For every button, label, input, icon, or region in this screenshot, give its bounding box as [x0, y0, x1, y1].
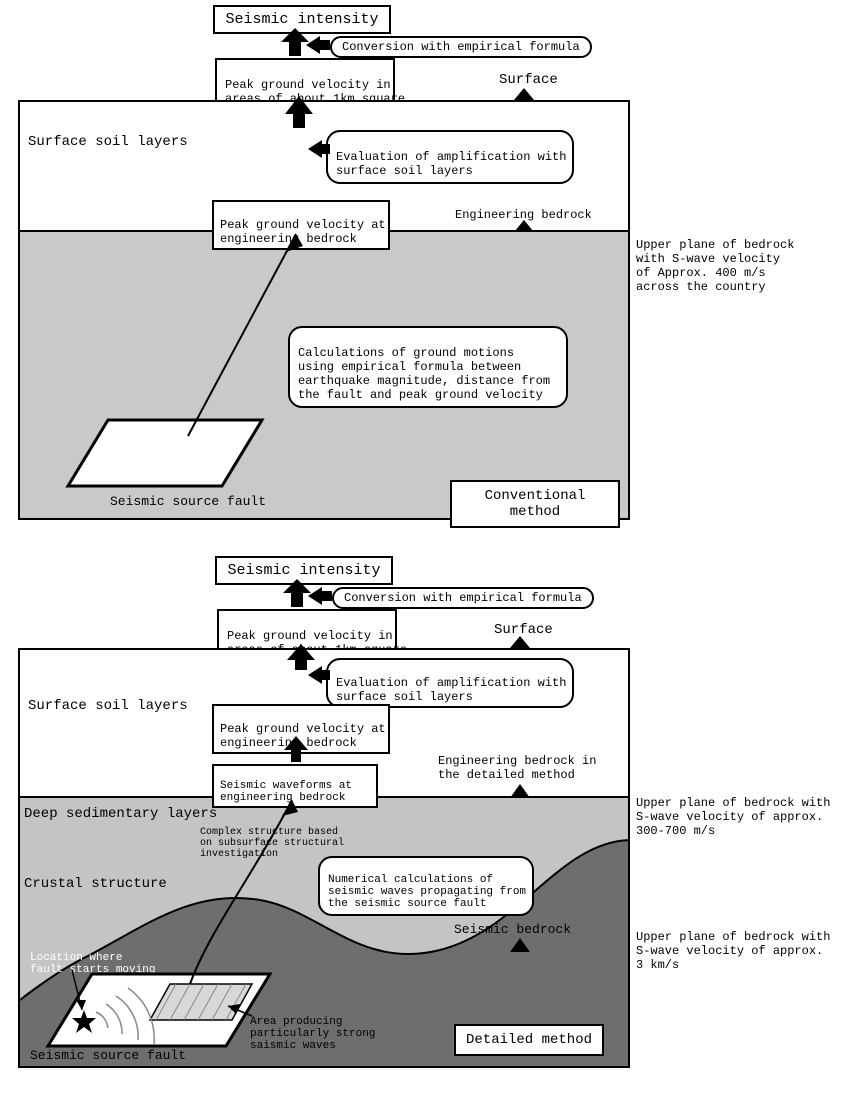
- bot-upper-plane-note-1: Upper plane of bedrock with S-wave veloc…: [636, 782, 830, 838]
- bot-fault-label: Seismic source fault: [30, 1048, 186, 1063]
- bot-complex-note: Complex structure based on subsurface st…: [200, 816, 344, 860]
- bot-amp-note: Evaluation of amplification with surface…: [326, 658, 574, 708]
- top-title-box: Seismic intensity: [213, 5, 391, 34]
- bot-engbed-label: Engineering bedrock in the detailed meth…: [438, 740, 596, 782]
- bot-soil-label: Surface soil layers: [28, 698, 188, 714]
- bot-sedimentary-label: Deep sedimentary layers: [24, 806, 217, 822]
- diagram-canvas: Seismic intensity Conversion with empiri…: [0, 0, 845, 1100]
- top-engbed-label: Engineering bedrock: [455, 208, 592, 222]
- bot-area-note: Area producing particularly strong saism…: [250, 1004, 375, 1052]
- bot-conversion-note: Conversion with empirical formula: [332, 587, 594, 609]
- top-surface-marker: [514, 88, 534, 100]
- top-soil-label: Surface soil layers: [28, 134, 188, 150]
- bot-seismic-bedrock-label: Seismic bedrock: [454, 922, 571, 937]
- top-pgv-engbed-box: Peak ground velocity at engineering bedr…: [212, 200, 390, 250]
- bot-numcalc-note: Numerical calculations of seismic waves …: [318, 856, 534, 916]
- top-arrow-left1: [306, 36, 330, 54]
- bot-waveforms-box: Seismic waveforms at engineering bedrock: [212, 764, 378, 808]
- bot-pgv-engbed-box: Peak ground velocity at engineering bedr…: [212, 704, 390, 754]
- top-calc-note: Calculations of ground motions using emp…: [288, 326, 568, 408]
- top-surface-label: Surface: [499, 72, 558, 88]
- bot-title-box: Seismic intensity: [215, 556, 393, 585]
- bot-upper-plane-note-2: Upper plane of bedrock with S-wave veloc…: [636, 916, 830, 972]
- bot-crust-label: Crustal structure: [24, 876, 167, 892]
- top-conversion-note: Conversion with empirical formula: [330, 36, 592, 58]
- bot-arrow-left1: [308, 587, 332, 605]
- bot-location-note: Location where fault starts moving: [30, 940, 155, 976]
- bot-surface-label: Surface: [494, 622, 553, 638]
- bot-title: Seismic intensity: [227, 562, 380, 579]
- top-upper-plane-note: Upper plane of bedrock with S-wave veloc…: [636, 224, 794, 294]
- top-method-box: Conventional method: [450, 480, 620, 528]
- top-amp-note: Evaluation of amplification with surface…: [326, 130, 574, 184]
- bot-method-box: Detailed method: [454, 1024, 604, 1056]
- top-fault-label: Seismic source fault: [110, 494, 266, 509]
- top-title: Seismic intensity: [225, 11, 378, 28]
- top-conversion-text: Conversion with empirical formula: [342, 40, 580, 54]
